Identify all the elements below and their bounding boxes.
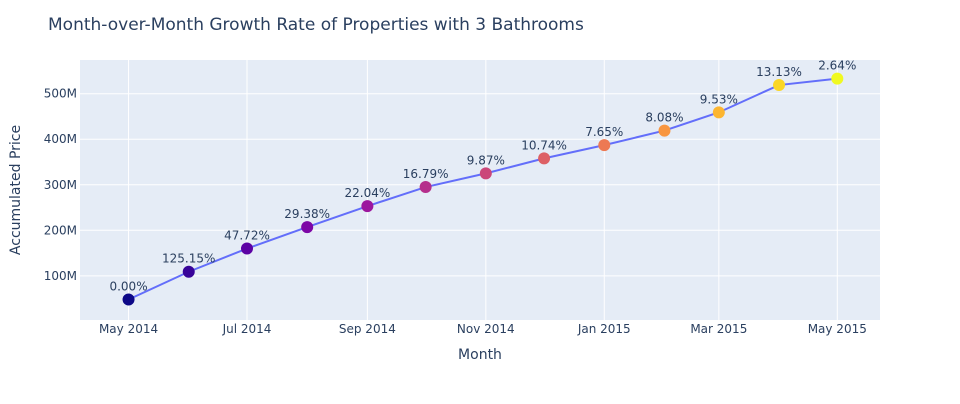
data-point [538, 152, 551, 165]
y-axis-title: Accumulated Price [8, 125, 24, 255]
data-point [240, 242, 253, 255]
data-label: 16.79% [403, 167, 449, 181]
y-tick-label: 200M [44, 223, 77, 237]
data-label: 9.53% [700, 92, 738, 106]
y-tick-label: 500M [44, 87, 77, 101]
x-tick-label: May 2014 [99, 322, 158, 336]
data-label: 9.87% [467, 153, 505, 167]
data-label: 13.13% [756, 65, 802, 79]
data-label: 47.72% [224, 229, 270, 243]
data-label: 10.74% [521, 138, 567, 152]
data-point [182, 265, 195, 278]
data-labels: 0.00% 125.15% 47.72% 29.38% 22.04% 16.79% 9.87… [109, 59, 856, 294]
data-point [301, 221, 314, 234]
data-point [658, 124, 671, 137]
data-point [773, 79, 786, 92]
data-point [831, 72, 844, 85]
data-point [122, 293, 135, 306]
data-point [712, 106, 725, 119]
data-point [598, 139, 611, 152]
data-points [122, 72, 844, 306]
data-label: 7.65% [585, 125, 623, 139]
chart-title: Month-over-Month Growth Rate of Properti… [48, 15, 584, 35]
y-axis-ticks: 100M 200M 300M 400M 500M [44, 87, 77, 283]
x-axis-title: Month [458, 347, 502, 363]
data-label: 2.64% [818, 59, 856, 73]
data-label: 22.04% [344, 186, 390, 200]
x-tick-label: Jan 2015 [577, 322, 631, 336]
y-tick-label: 100M [44, 269, 77, 283]
y-tick-label: 300M [44, 178, 77, 192]
data-label: 125.15% [162, 252, 215, 266]
x-tick-label: Mar 2015 [690, 322, 747, 336]
x-tick-label: Jul 2014 [222, 322, 272, 336]
grid-lines [80, 60, 880, 320]
data-point [419, 181, 432, 194]
data-label: 8.08% [645, 111, 683, 125]
x-tick-label: May 2015 [808, 322, 867, 336]
x-axis-ticks: May 2014 Jul 2014 Sep 2014 Nov 2014 Jan 2015… [99, 322, 867, 336]
plot-background [80, 60, 880, 320]
data-point [361, 200, 374, 213]
data-label: 29.38% [284, 207, 330, 221]
data-label: 0.00% [109, 280, 147, 294]
x-tick-label: Nov 2014 [457, 322, 515, 336]
data-point [479, 167, 492, 180]
x-tick-label: Sep 2014 [339, 322, 396, 336]
y-tick-label: 400M [44, 132, 77, 146]
